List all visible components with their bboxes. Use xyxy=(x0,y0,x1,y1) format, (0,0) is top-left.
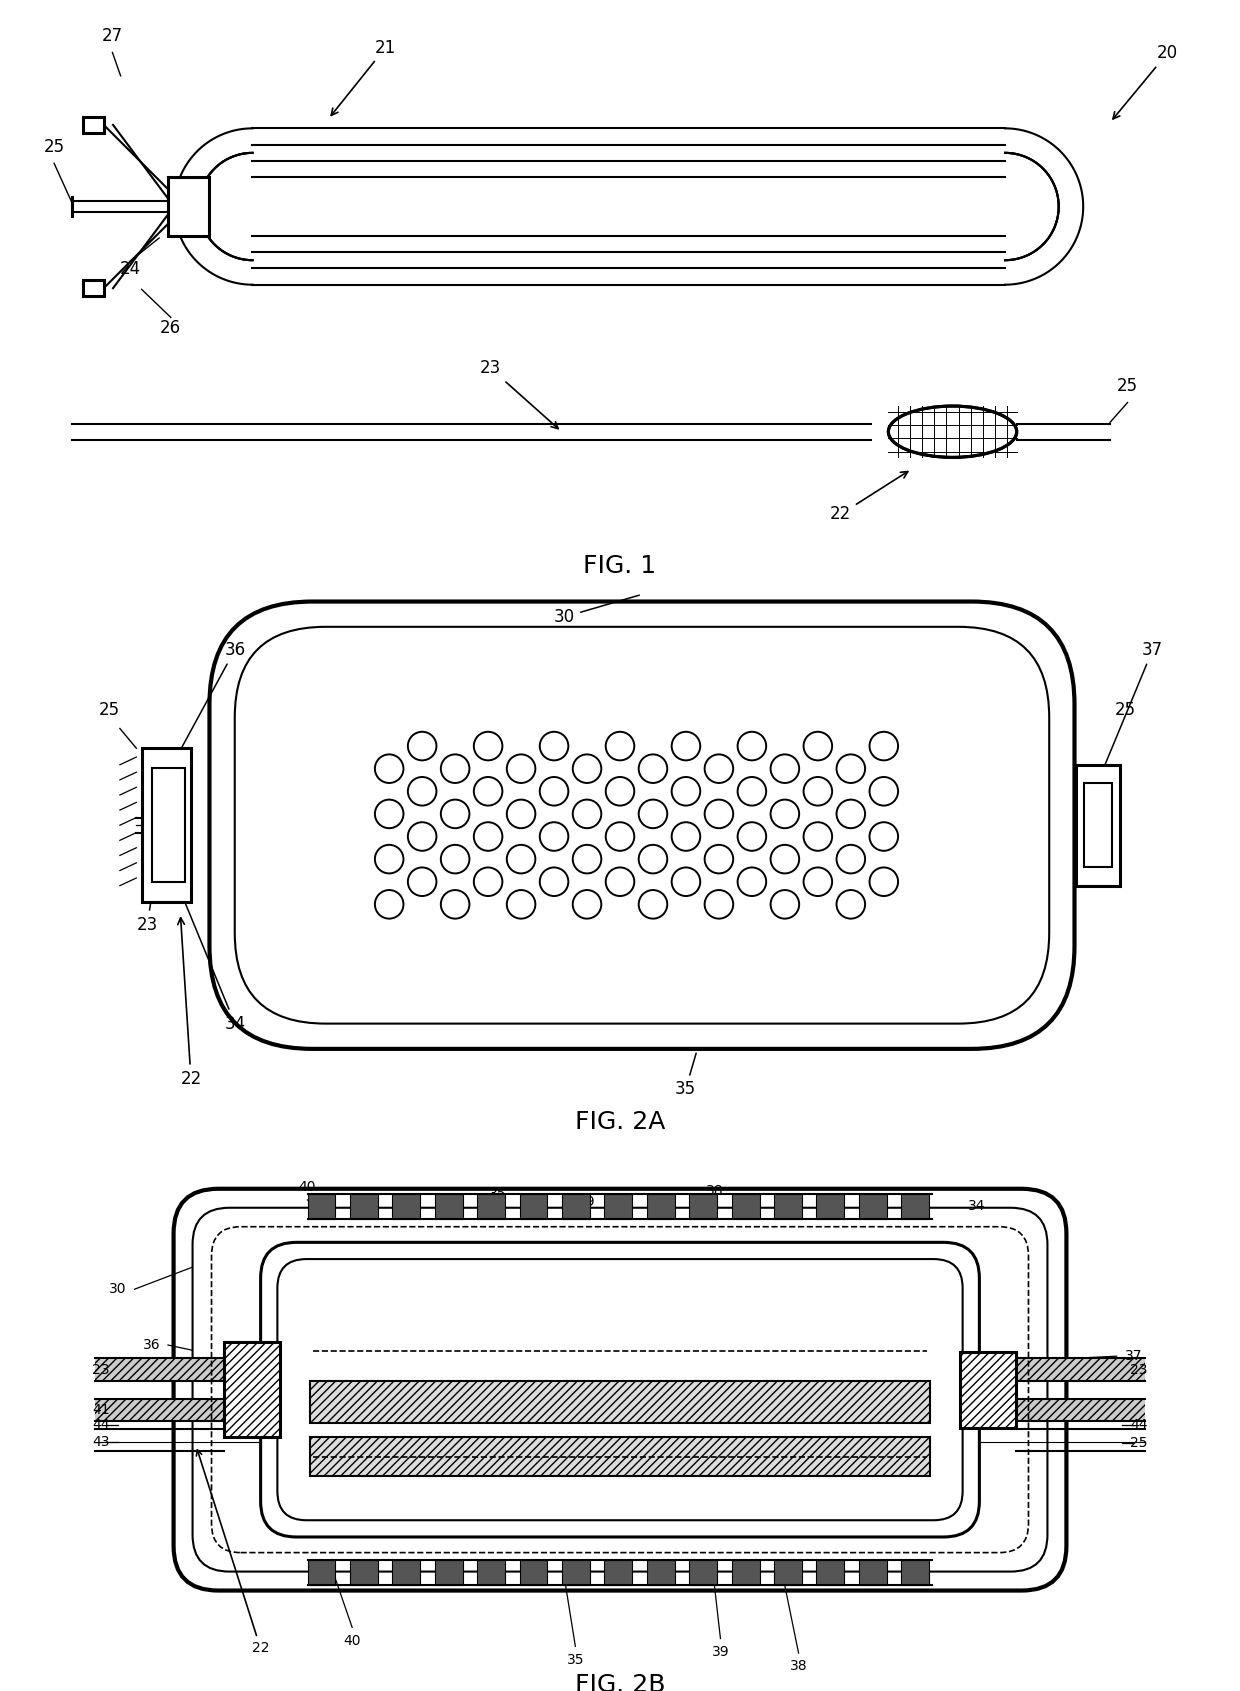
Text: 36: 36 xyxy=(143,1338,160,1353)
FancyBboxPatch shape xyxy=(1017,1398,1145,1420)
Text: 22: 22 xyxy=(196,1449,269,1655)
Text: 39: 39 xyxy=(578,1196,595,1209)
FancyBboxPatch shape xyxy=(816,1561,844,1584)
Text: 20: 20 xyxy=(1114,44,1178,118)
FancyBboxPatch shape xyxy=(604,1194,632,1219)
Text: 30: 30 xyxy=(109,1282,126,1297)
Text: 44: 44 xyxy=(1130,1419,1148,1432)
Text: 34: 34 xyxy=(968,1199,986,1212)
Text: 36: 36 xyxy=(171,641,246,768)
Ellipse shape xyxy=(888,406,1017,457)
FancyBboxPatch shape xyxy=(350,1561,378,1584)
FancyBboxPatch shape xyxy=(95,1398,223,1420)
FancyBboxPatch shape xyxy=(83,281,104,296)
Text: 34: 34 xyxy=(181,895,246,1033)
Text: 37: 37 xyxy=(1099,641,1163,778)
Text: 31: 31 xyxy=(477,1373,495,1387)
Text: 23: 23 xyxy=(1130,1363,1148,1376)
Text: 44: 44 xyxy=(92,1419,110,1432)
Text: 24: 24 xyxy=(119,260,140,279)
FancyBboxPatch shape xyxy=(392,1194,420,1219)
FancyBboxPatch shape xyxy=(435,1561,463,1584)
FancyBboxPatch shape xyxy=(859,1561,887,1584)
FancyBboxPatch shape xyxy=(278,1260,962,1520)
FancyBboxPatch shape xyxy=(174,1189,1066,1591)
FancyBboxPatch shape xyxy=(260,1243,980,1537)
Text: 35: 35 xyxy=(489,1187,506,1201)
FancyBboxPatch shape xyxy=(210,602,1075,1048)
FancyBboxPatch shape xyxy=(961,1351,1017,1427)
FancyBboxPatch shape xyxy=(1017,1358,1145,1382)
FancyBboxPatch shape xyxy=(520,1194,547,1219)
FancyBboxPatch shape xyxy=(774,1194,802,1219)
Text: 37: 37 xyxy=(1125,1349,1142,1363)
Text: 25: 25 xyxy=(1115,702,1136,719)
Text: 23: 23 xyxy=(480,360,558,428)
Text: 25: 25 xyxy=(98,702,119,719)
Text: 42: 42 xyxy=(611,1456,629,1471)
Text: FIG. 2A: FIG. 2A xyxy=(575,1109,665,1135)
FancyBboxPatch shape xyxy=(141,747,191,903)
Text: 23: 23 xyxy=(136,829,164,933)
Text: FIG. 1: FIG. 1 xyxy=(584,555,656,578)
FancyBboxPatch shape xyxy=(604,1561,632,1584)
Text: 25: 25 xyxy=(1130,1436,1148,1451)
Text: 39: 39 xyxy=(712,1645,729,1659)
Text: 38: 38 xyxy=(706,1184,724,1197)
FancyBboxPatch shape xyxy=(689,1561,717,1584)
FancyBboxPatch shape xyxy=(901,1194,929,1219)
Text: 40: 40 xyxy=(299,1180,316,1194)
FancyBboxPatch shape xyxy=(151,768,185,883)
FancyBboxPatch shape xyxy=(308,1194,335,1219)
FancyBboxPatch shape xyxy=(234,627,1049,1023)
Text: 35: 35 xyxy=(675,1053,696,1099)
Text: 27: 27 xyxy=(102,27,123,46)
FancyBboxPatch shape xyxy=(732,1194,760,1219)
FancyBboxPatch shape xyxy=(1076,764,1120,886)
FancyBboxPatch shape xyxy=(774,1561,802,1584)
FancyBboxPatch shape xyxy=(350,1194,378,1219)
FancyBboxPatch shape xyxy=(562,1194,590,1219)
Text: 23: 23 xyxy=(92,1363,110,1376)
FancyBboxPatch shape xyxy=(83,117,104,134)
FancyBboxPatch shape xyxy=(477,1194,505,1219)
FancyBboxPatch shape xyxy=(859,1194,887,1219)
FancyBboxPatch shape xyxy=(435,1194,463,1219)
FancyBboxPatch shape xyxy=(732,1561,760,1584)
Text: 35: 35 xyxy=(567,1652,584,1667)
Text: 25: 25 xyxy=(43,137,64,156)
FancyBboxPatch shape xyxy=(647,1561,675,1584)
Text: 21: 21 xyxy=(331,39,397,115)
FancyBboxPatch shape xyxy=(392,1561,420,1584)
FancyBboxPatch shape xyxy=(562,1561,590,1584)
Text: 38: 38 xyxy=(790,1659,807,1674)
FancyBboxPatch shape xyxy=(310,1382,930,1424)
FancyBboxPatch shape xyxy=(95,1358,223,1382)
FancyBboxPatch shape xyxy=(901,1561,929,1584)
FancyBboxPatch shape xyxy=(647,1194,675,1219)
Text: 26: 26 xyxy=(160,318,181,337)
FancyBboxPatch shape xyxy=(689,1194,717,1219)
FancyBboxPatch shape xyxy=(520,1561,547,1584)
Text: 30: 30 xyxy=(554,595,640,626)
Text: 22: 22 xyxy=(177,918,202,1087)
Text: 32: 32 xyxy=(611,1373,629,1387)
Text: 42: 42 xyxy=(756,1373,774,1387)
Text: FIG. 2B: FIG. 2B xyxy=(575,1674,665,1691)
FancyBboxPatch shape xyxy=(308,1561,335,1584)
Text: 43: 43 xyxy=(92,1436,110,1449)
FancyBboxPatch shape xyxy=(310,1437,930,1476)
FancyBboxPatch shape xyxy=(192,1207,1048,1571)
FancyBboxPatch shape xyxy=(816,1194,844,1219)
FancyBboxPatch shape xyxy=(477,1561,505,1584)
Text: 25: 25 xyxy=(1117,377,1138,396)
Text: 22: 22 xyxy=(830,472,908,523)
FancyBboxPatch shape xyxy=(1084,783,1112,867)
FancyBboxPatch shape xyxy=(167,178,208,235)
Text: 40: 40 xyxy=(343,1634,361,1647)
FancyBboxPatch shape xyxy=(223,1343,279,1437)
Text: 41: 41 xyxy=(92,1404,110,1417)
